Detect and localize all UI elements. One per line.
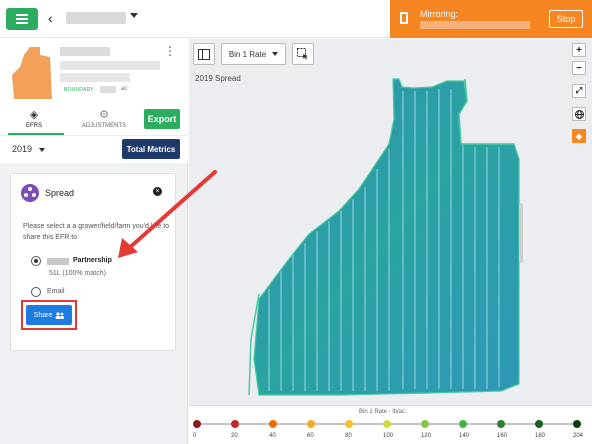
share-efr-card: Spread × Please select a a grower/field/… [10,173,176,351]
map-view[interactable]: Bin 1 Rate 2019 Spread + − ⤢ ◈ [189,39,592,405]
year-select[interactable]: 2019 [12,144,33,154]
field-boundary-thumbnail [12,47,52,99]
legend-stop-dot [497,420,505,428]
total-metrics-button[interactable]: Total Metrics [122,139,180,159]
legend-tick-label: 80 [345,433,352,439]
selection-cursor-icon [297,48,308,60]
legend-tick-label: 0 [193,433,197,439]
spread-icon [21,184,39,202]
hamburger-menu-button[interactable] [6,8,38,30]
redacted-field-name [66,12,126,24]
rate-legend: Bin 1 Rate - lb/ac 0 20 40 60 80 100 120 140 160… [189,405,592,444]
boundary-label: BOUNDARY [64,87,94,93]
gear-icon: ⚙ [99,109,109,121]
stop-mirroring-button[interactable]: Stop [549,10,583,28]
year-row: 2019 Total Metrics [0,135,188,163]
legend-tick-label: 20 [231,433,238,439]
legend-tick-label: 140 [459,433,470,439]
tab-adjustments[interactable]: ⚙ ADJUSTMENTS [74,109,134,129]
share-highlight-box: Share [21,300,77,330]
acres-unit: ac [121,86,128,92]
redacted-text [60,61,160,70]
redacted-text [60,47,110,56]
partnership-match-detail: 51L (100% match) [49,270,106,277]
legend-stop-dot [193,420,201,428]
top-bar: ‹ Mirroring: Stop [0,0,592,38]
export-button[interactable]: Export [144,109,180,129]
legend-tick-label: 60 [307,433,314,439]
tab-adjustments-label: ADJUSTMENTS [81,123,127,129]
mirroring-banner: Mirroring: Stop [390,0,592,38]
map-layer-label: 2019 Spread [195,74,241,83]
partnership-option-label: Partnership [73,257,112,264]
rate-layer-select[interactable]: Bin 1 Rate [221,43,286,65]
email-radio[interactable] [31,287,41,297]
partnership-radio[interactable] [31,256,41,266]
legend-stop-dot [269,420,277,428]
legend-stop-dot [421,420,429,428]
redacted-grower-name [47,258,69,265]
legend-tick-label: 40 [269,433,276,439]
legend-stop-dot [383,420,391,428]
menu-icon [16,14,28,24]
device-icon [400,12,408,24]
globe-icon[interactable] [572,107,586,121]
map-scrollbar[interactable] [519,203,523,263]
spread-map-layer [248,78,520,396]
legend-stop-dot [573,420,581,428]
zoom-in-button[interactable]: + [572,43,586,57]
legend-tick-label: 180 [535,433,546,439]
mirroring-label: Mirroring: [420,9,459,19]
layers-icon: ◈ [29,109,39,121]
close-icon[interactable]: × [153,187,162,196]
year-dropdown-caret-icon[interactable] [39,148,45,152]
legend-title: Bin 1 Rate - lb/ac [359,409,406,415]
fit-bounds-icon[interactable]: ⤢ [572,84,586,98]
panel-tabs: ◈ EFRS ⚙ ADJUSTMENTS Export [0,105,188,135]
tab-efrs-label: EFRS [25,123,42,129]
people-icon [55,311,65,319]
globe-glyph [574,109,584,119]
redacted-mirroring-device [420,21,530,29]
share-button[interactable]: Share [26,305,72,325]
active-tab-indicator [8,133,64,135]
legend-scale [193,420,581,428]
legend-stop-dot [231,420,239,428]
more-options-icon[interactable]: ⋮ [164,44,176,58]
legend-stop-dot [345,420,353,428]
tab-efrs[interactable]: ◈ EFRS [4,109,64,129]
card-title: Spread [45,188,75,198]
zoom-out-button[interactable]: − [572,61,586,75]
back-chevron-icon[interactable]: ‹ [48,10,53,26]
share-label: Share [33,311,53,319]
legend-stop-dot [459,420,467,428]
legend-tick-label: 160 [497,433,508,439]
legend-tick-label: 120 [421,433,432,439]
share-prompt: Please select a a grower/field/farm you'… [23,223,170,241]
select-region-button[interactable] [292,43,314,65]
split-view-icon [198,48,210,60]
field-header: BOUNDARY ac ⋮ [0,39,188,105]
split-view-button[interactable] [193,43,215,65]
legend-tick-label: 100 [383,433,394,439]
email-option-label: Email [47,288,65,295]
redacted-acres [100,86,116,93]
redacted-text [60,73,130,82]
legend-stop-dot [307,420,315,428]
chevron-down-icon [272,52,279,56]
field-dropdown-caret-icon[interactable] [130,13,138,18]
legend-stop-dot [535,420,543,428]
left-panel: BOUNDARY ac ⋮ ◈ EFRS ⚙ ADJUSTMENTS Expor… [0,39,188,444]
legend-tick-label: 204 [573,433,584,439]
rate-layer-select-value: Bin 1 Rate [228,49,267,59]
layers-toggle-icon[interactable]: ◈ [572,129,586,143]
